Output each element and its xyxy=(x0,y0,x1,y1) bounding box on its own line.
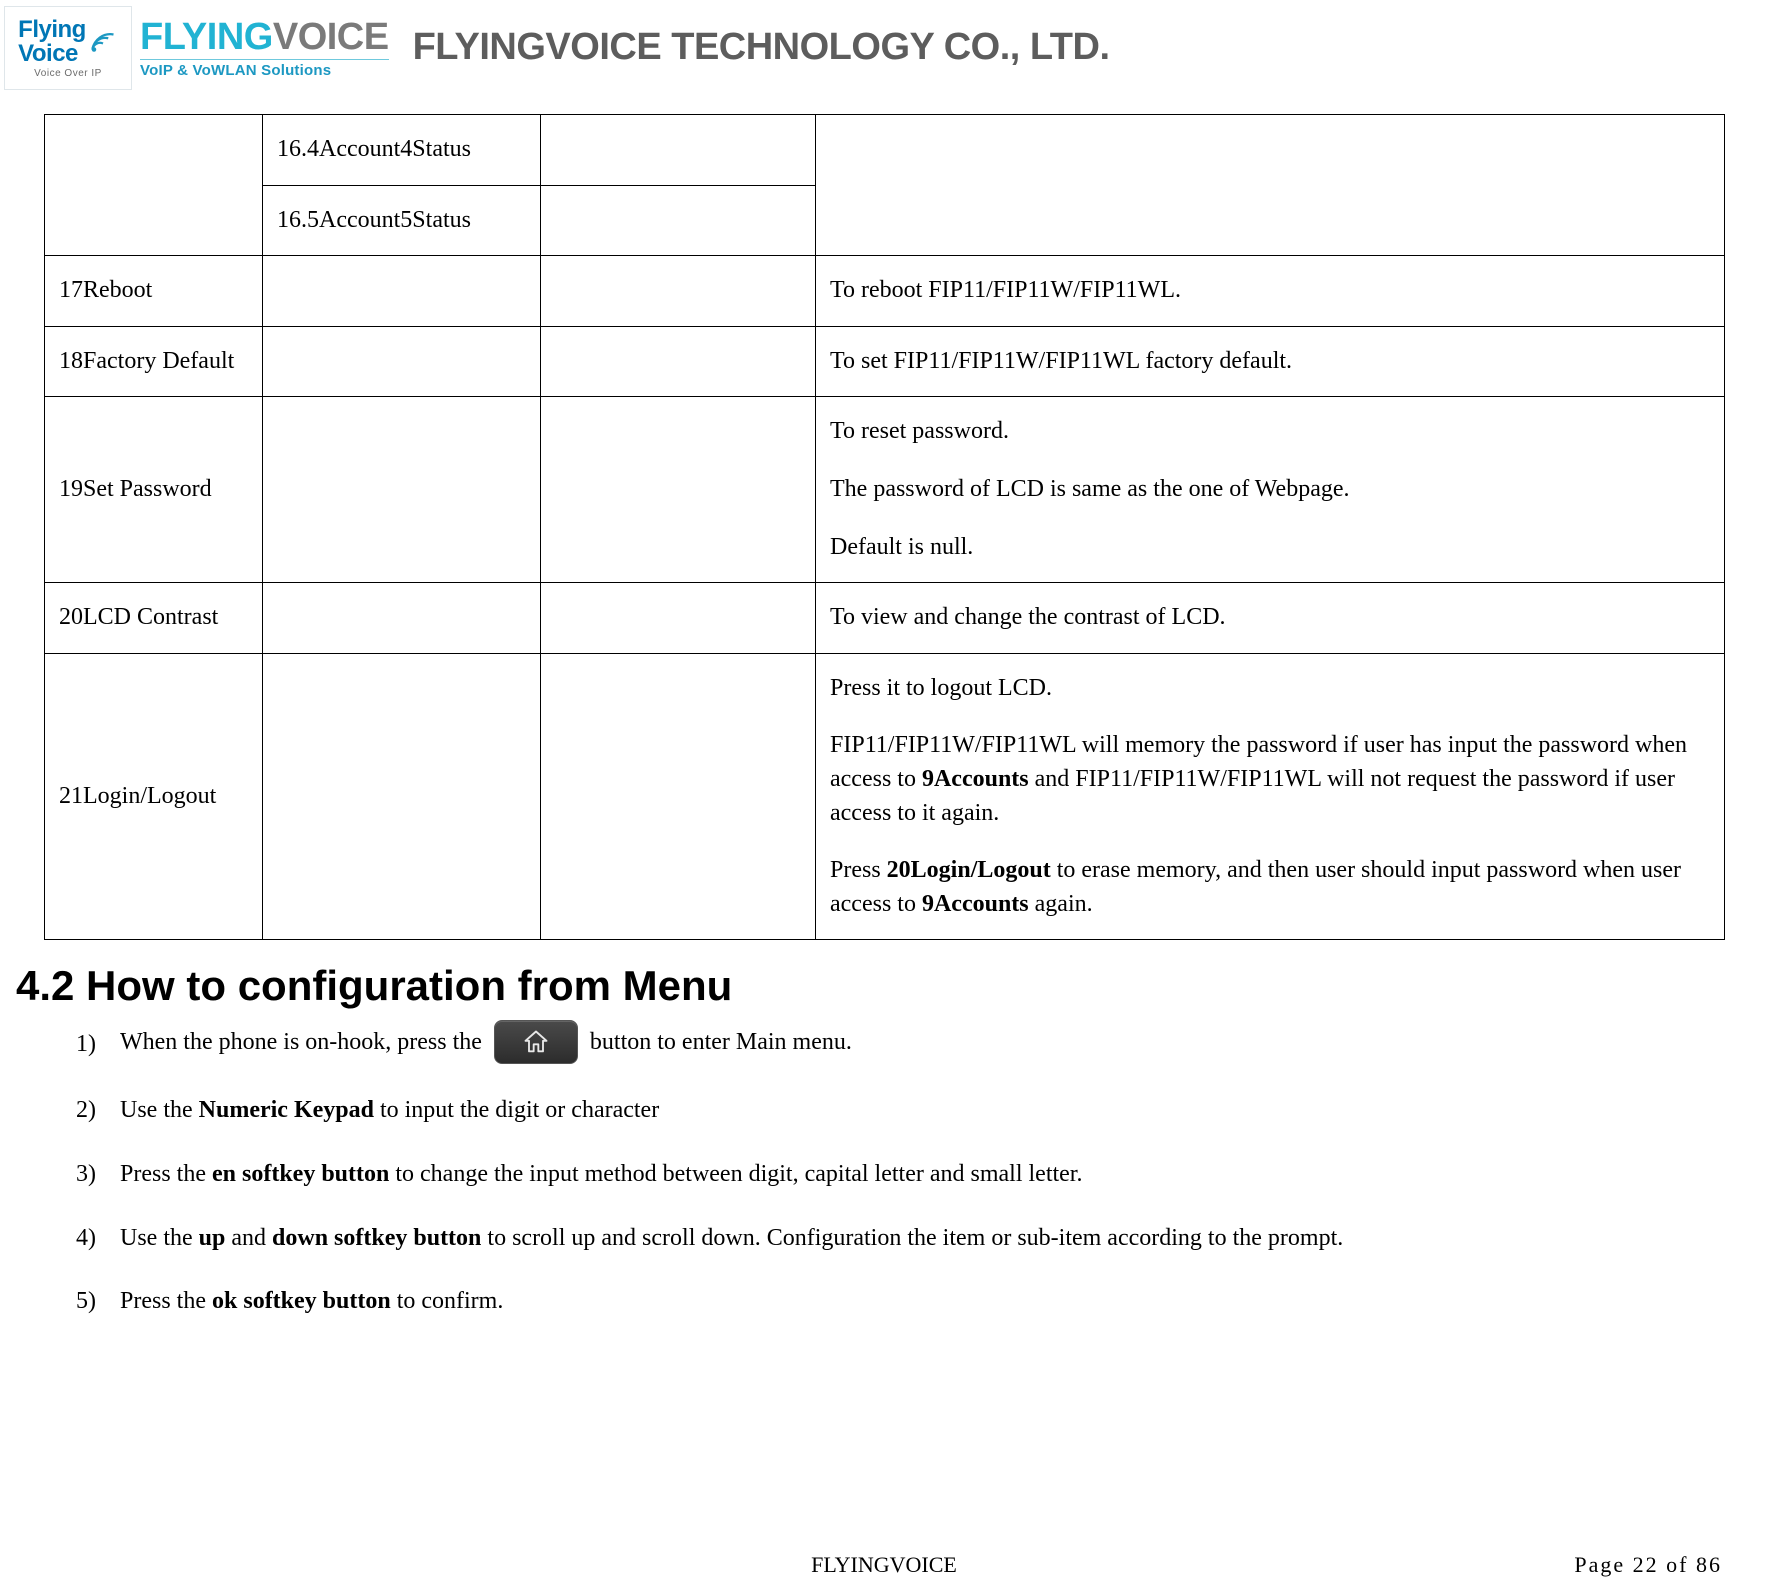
badge-sub: Voice Over IP xyxy=(34,68,102,79)
brand-b: VOICE xyxy=(273,16,389,58)
text-bold: ok softkey button xyxy=(212,1288,391,1314)
home-icon xyxy=(522,1028,550,1056)
desc-line: The password of LCD is same as the one o… xyxy=(830,473,1710,507)
cell-empty xyxy=(45,115,263,256)
list-item: Use the Numeric Keypad to input the digi… xyxy=(76,1094,1768,1128)
table-row: 17Reboot To reboot FIP11/FIP11W/FIP11WL. xyxy=(45,256,1725,327)
desc-line: Press 20Login/Logout to erase memory, an… xyxy=(830,854,1710,921)
cell-empty xyxy=(541,397,816,583)
text-run: Use the xyxy=(120,1097,199,1123)
cell-menu: 19Set Password xyxy=(45,397,263,583)
text-bold: down softkey button xyxy=(272,1225,481,1251)
company-name: FLYINGVOICE TECHNOLOGY CO., LTD. xyxy=(413,26,1110,69)
cell-desc: To view and change the contrast of LCD. xyxy=(816,583,1725,654)
menu-table: 16.4Account4Status 16.5Account5Status 17… xyxy=(44,114,1725,940)
cell-menu: 21Login/Logout xyxy=(45,653,263,940)
text-run: Press the xyxy=(120,1161,212,1187)
table-row: 20LCD Contrast To view and change the co… xyxy=(45,583,1725,654)
list-item: Use the up and down softkey button to sc… xyxy=(76,1222,1768,1256)
cell-desc: To reboot FIP11/FIP11W/FIP11WL. xyxy=(816,256,1725,327)
cell-empty xyxy=(541,256,816,327)
text-bold: up xyxy=(199,1225,226,1251)
text-run: Press xyxy=(830,857,887,883)
text-bold: Numeric Keypad xyxy=(199,1097,374,1123)
wifi-icon xyxy=(88,27,118,57)
list-item: Press the ok softkey button to confirm. xyxy=(76,1285,1768,1319)
cell-submenu: 16.5Account5Status xyxy=(263,185,541,256)
table-row: 18Factory Default To set FIP11/FIP11W/FI… xyxy=(45,326,1725,397)
desc-line: Press it to logout LCD. xyxy=(830,672,1710,706)
text-run: Press the xyxy=(120,1288,212,1314)
cell-empty xyxy=(541,583,816,654)
cell-menu: 20LCD Contrast xyxy=(45,583,263,654)
text-run: button to enter Main menu. xyxy=(590,1026,852,1060)
list-item: When the phone is on-hook, press the but… xyxy=(76,1020,1768,1064)
home-button-icon xyxy=(494,1020,578,1064)
cell-desc: Press it to logout LCD. FIP11/FIP11W/FIP… xyxy=(816,653,1725,940)
cell-empty xyxy=(541,185,816,256)
table-row: 19Set Password To reset password. The pa… xyxy=(45,397,1725,583)
cell-empty xyxy=(541,115,816,186)
cell-desc: To set FIP11/FIP11W/FIP11WL factory defa… xyxy=(816,326,1725,397)
text-run: and xyxy=(225,1225,272,1251)
badge-line-2: Voice xyxy=(18,42,86,66)
page-header: Flying Voice Voice Over IP FLYINGVOICE V… xyxy=(0,0,1768,94)
badge-line-1: Flying xyxy=(18,18,86,42)
cell-empty xyxy=(263,326,541,397)
desc-line: Default is null. xyxy=(830,531,1710,565)
table-row: 21Login/Logout Press it to logout LCD. F… xyxy=(45,653,1725,940)
footer-page-number: Page 22 of 86 xyxy=(1574,1552,1722,1578)
cell-empty xyxy=(263,256,541,327)
cell-empty xyxy=(541,653,816,940)
cell-submenu: 16.4Account4Status xyxy=(263,115,541,186)
desc-line: FIP11/FIP11W/FIP11WL will memory the pas… xyxy=(830,729,1710,830)
brand-tagline: VoIP & VoWLAN Solutions xyxy=(140,59,389,79)
steps-list: When the phone is on-hook, press the but… xyxy=(76,1020,1768,1318)
brand-a: FLYING xyxy=(140,16,273,58)
text-run: to change the input method between digit… xyxy=(389,1161,1082,1187)
cell-empty xyxy=(263,397,541,583)
text-run: When the phone is on-hook, press the xyxy=(120,1026,482,1060)
brand-block: FLYINGVOICE VoIP & VoWLAN Solutions xyxy=(140,18,389,79)
cell-menu: 17Reboot xyxy=(45,256,263,327)
cell-menu: 18Factory Default xyxy=(45,326,263,397)
footer-center: FLYINGVOICE xyxy=(811,1552,957,1578)
text-bold: 9Accounts xyxy=(922,766,1029,792)
table-row: 16.4Account4Status xyxy=(45,115,1725,186)
cell-empty xyxy=(263,653,541,940)
text-bold: 9Accounts xyxy=(922,891,1029,917)
text-bold: en softkey button xyxy=(212,1161,389,1187)
text-run: to confirm. xyxy=(391,1288,504,1314)
text-run: to input the digit or character xyxy=(374,1097,659,1123)
logo-badge: Flying Voice Voice Over IP xyxy=(4,6,132,90)
text-run: Use the xyxy=(120,1225,199,1251)
cell-empty xyxy=(541,326,816,397)
text-bold: 20Login/Logout xyxy=(887,857,1051,883)
list-item: Press the en softkey button to change th… xyxy=(76,1158,1768,1192)
text-run: to scroll up and scroll down. Configurat… xyxy=(481,1225,1343,1251)
text-run: again. xyxy=(1029,891,1093,917)
cell-empty xyxy=(263,583,541,654)
section-title: 4.2 How to configuration from Menu xyxy=(16,962,1768,1010)
cell-desc-empty xyxy=(816,115,1725,256)
desc-line: To reset password. xyxy=(830,415,1710,449)
cell-desc: To reset password. The password of LCD i… xyxy=(816,397,1725,583)
